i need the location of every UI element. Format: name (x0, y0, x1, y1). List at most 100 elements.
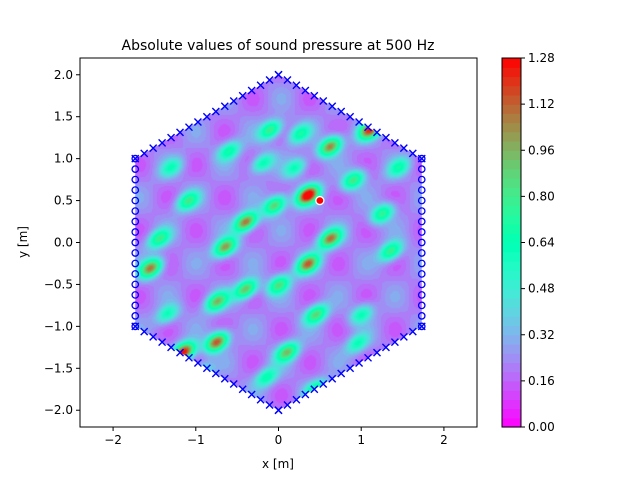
colorbar-band (502, 390, 521, 400)
boundary-marker-circle (417, 322, 426, 331)
boundary-marker-cross (256, 81, 265, 90)
boundary-marker-cross (184, 123, 193, 132)
boundary-marker-cross (292, 395, 301, 404)
boundary-marker-cross (319, 380, 328, 389)
boundary-marker-cross (167, 343, 176, 352)
boundary-marker-cross (328, 374, 337, 383)
y-tick-label: −2.0 (44, 403, 73, 417)
boundary-marker-circle (417, 259, 426, 268)
boundary-marker-circle (131, 270, 140, 278)
chart-title: Absolute values of sound pressure at 500… (122, 38, 435, 54)
boundary-marker-cross (408, 327, 417, 336)
boundary-marker-cross (149, 144, 158, 153)
colorbar-band (502, 408, 521, 419)
colorbar-band (502, 325, 521, 336)
colorbar-band (502, 343, 521, 354)
boundary-marker-cross (390, 138, 399, 147)
x-tick-label: 2 (440, 433, 448, 447)
colorbar-band (502, 67, 521, 78)
boundary-marker-circle (131, 280, 140, 289)
boundary-marker-circle (417, 196, 426, 205)
colorbar-band (502, 168, 521, 179)
boundary-marker-circle (417, 291, 426, 299)
boundary-marker-circle (131, 154, 140, 163)
colorbar-band (502, 113, 521, 124)
y-tick-label: 1.0 (54, 152, 73, 166)
boundary-marker-cross (301, 390, 310, 399)
boundary-marker-cross (372, 128, 381, 137)
boundary-marker-circle (417, 154, 426, 163)
x-tick-label: 0 (275, 433, 283, 447)
boundary-marker-cross (140, 149, 149, 158)
boundary-marker-circle (131, 217, 140, 226)
boundary-marker-cross (310, 385, 319, 394)
colorbar-tick-label: 1.28 (528, 51, 555, 65)
colorbar-band (502, 260, 521, 271)
colorbar-tick-label: 0.64 (528, 236, 555, 250)
colorbar-tick-label: 0.00 (528, 420, 555, 434)
colorbar-band (502, 380, 521, 391)
colorbar-band (502, 242, 521, 253)
colorbar-band (502, 297, 521, 308)
boundary-marker-cross (256, 395, 265, 404)
y-tick-label: 0.0 (54, 236, 73, 250)
colorbar-tick-label: 0.80 (528, 189, 555, 203)
boundary-marker-cross (274, 406, 283, 415)
boundary-marker-cross (337, 369, 346, 378)
colorbar-tick-label: 0.32 (528, 328, 555, 342)
x-tick-label: −1 (187, 433, 205, 447)
x-tick-label: 1 (357, 433, 365, 447)
colorbar-band (502, 187, 521, 197)
y-tick-label: −1.5 (44, 361, 73, 375)
boundary-marker-cross (310, 91, 319, 100)
boundary-marker-circle (131, 291, 140, 299)
colorbar-band (502, 214, 521, 225)
boundary-marker-cross (167, 133, 176, 142)
boundary-marker-circle (131, 175, 140, 184)
boundary-marker-cross (158, 338, 167, 347)
boundary-marker-cross (364, 353, 373, 362)
boundary-marker-cross (283, 400, 292, 409)
colorbar-band (502, 334, 521, 345)
colorbar-band (502, 122, 521, 133)
boundary-marker-circle (417, 207, 426, 215)
boundary-marker-circle (131, 301, 140, 310)
boundary-marker-cross (408, 149, 417, 158)
y-tick-label: 1.5 (54, 110, 73, 124)
y-tick-label: 0.5 (54, 194, 73, 208)
boundary-marker-cross (193, 117, 202, 126)
boundary-marker-cross (399, 332, 408, 341)
boundary-marker-cross (238, 91, 247, 100)
colorbar-band (502, 76, 521, 87)
plot-area (79, 57, 478, 428)
colorbar-band (502, 251, 521, 262)
boundary-marker-circle (131, 207, 140, 215)
boundary-marker-cross (131, 154, 140, 163)
boundary-marker-circle (131, 312, 140, 320)
colorbar-band (502, 150, 521, 161)
colorbar-band (502, 205, 521, 216)
boundary-marker-circle (417, 186, 426, 194)
boundary-marker-cross (355, 117, 364, 126)
boundary-marker-circle (131, 196, 140, 205)
x-axis: −2 −1 0 1 2 (104, 427, 448, 447)
boundary-marker-cross (283, 76, 292, 85)
colorbar-band (502, 131, 521, 142)
boundary-marker-circle (131, 228, 140, 236)
colorbar-band (502, 85, 521, 96)
y-axis: 2.0 1.5 1.0 0.5 0.0 −0.5 −1.0 −1.5 −2.0 (44, 68, 80, 417)
colorbar-band (502, 58, 521, 68)
boundary-marker-circle (131, 322, 140, 331)
boundary-marker-cross (265, 76, 274, 85)
boundary-marker-cross (328, 102, 337, 111)
boundary-marker-circle (417, 175, 426, 184)
boundary-marker-circle (417, 238, 426, 247)
boundary-marker-cross (149, 332, 158, 341)
colorbar-tick-label: 0.96 (528, 143, 555, 157)
boundary-marker-circle (131, 249, 140, 257)
boundary-markers (131, 70, 426, 415)
y-tick-label: −0.5 (44, 277, 73, 291)
boundary-marker-cross (247, 86, 256, 95)
boundary-marker-cross (211, 369, 220, 378)
